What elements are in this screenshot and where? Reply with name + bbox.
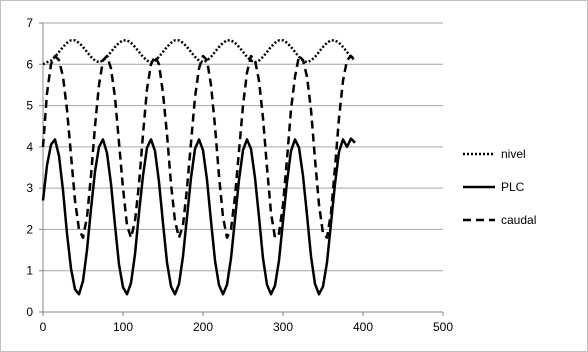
x-tick-label: 0	[40, 320, 47, 334]
y-tick-label: 0	[26, 305, 33, 319]
series-line-caudal	[41, 54, 356, 239]
y-tick-labels: 0 1 2 3 4 5 6 7	[26, 16, 33, 319]
series-lines	[41, 39, 356, 296]
series-line-PLC	[41, 137, 356, 296]
x-tick-label: 200	[193, 320, 213, 334]
y-tick-label: 6	[26, 57, 33, 71]
y-tick-label: 7	[26, 16, 33, 30]
y-tick-label: 5	[26, 99, 33, 113]
x-tick-labels: 0 100 200 300 400 500	[40, 320, 454, 334]
y-tick-label: 3	[26, 181, 33, 195]
legend: nivel PLC caudal	[463, 147, 536, 227]
legend-label-PLC: PLC	[501, 180, 525, 194]
legend-label-nivel: nivel	[501, 147, 526, 161]
x-tick-label: 500	[433, 320, 453, 334]
y-tick-label: 2	[26, 222, 33, 236]
series-line-nivel	[42, 39, 356, 66]
y-tick-label: 4	[26, 140, 33, 154]
y-tick-label: 1	[26, 264, 33, 278]
legend-label-caudal: caudal	[501, 213, 536, 227]
axes	[39, 22, 444, 316]
x-tick-label: 100	[113, 320, 133, 334]
x-tick-label: 400	[353, 320, 373, 334]
x-tick-label: 300	[273, 320, 293, 334]
